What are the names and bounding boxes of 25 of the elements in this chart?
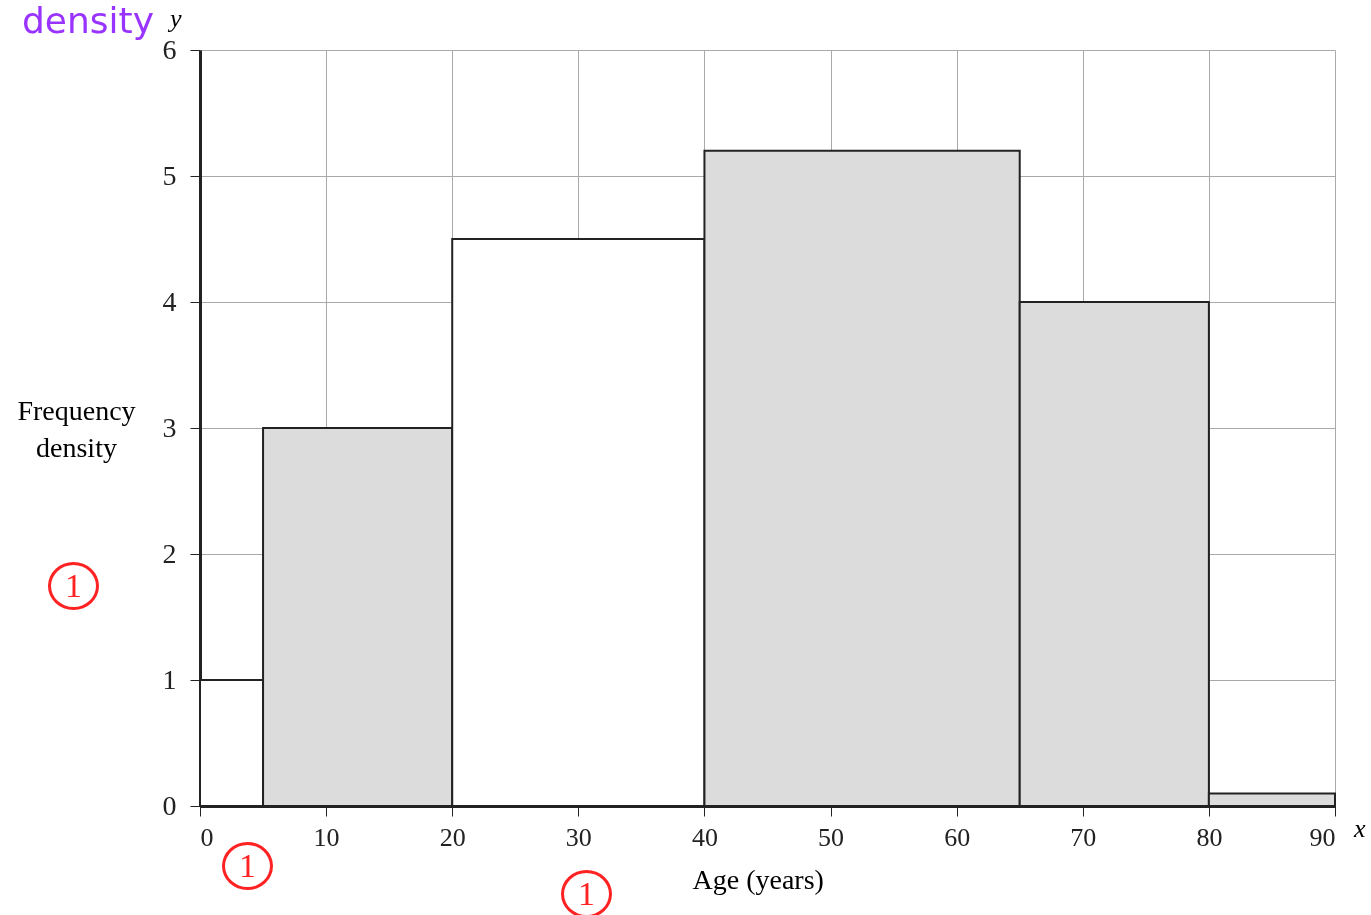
x-tick-label: 50 [818, 822, 845, 852]
y-axis-title: Frequency density [16, 394, 137, 465]
text: y [170, 4, 182, 34]
x-tick-label: 70 [1070, 822, 1097, 852]
x-tick-label: 10 [313, 822, 340, 852]
text: 1 [222, 842, 273, 890]
y-tick-label: 2 [162, 537, 177, 569]
y-tick-label: 1 [162, 663, 177, 695]
x-tick-label: 30 [565, 822, 592, 852]
text: 1 [561, 870, 612, 915]
text: x [1354, 814, 1366, 844]
text: 1 [48, 562, 99, 610]
x-tick-label: 0 [200, 822, 214, 852]
y-tick-label: 3 [162, 411, 177, 443]
y-tick-label: 0 [162, 789, 177, 821]
x-axis-title: Age (years) [692, 864, 824, 896]
y-tick-label: 4 [162, 285, 177, 317]
x-tick-label: 90 [1309, 822, 1336, 852]
x-tick-label: 20 [439, 822, 466, 852]
x-tick-label: 80 [1196, 822, 1223, 852]
y-tick-label: 6 [162, 33, 177, 65]
y-tick-label: 5 [162, 159, 177, 191]
text: density [22, 0, 154, 41]
x-tick-label: 60 [944, 822, 971, 852]
x-tick-label: 40 [691, 822, 718, 852]
